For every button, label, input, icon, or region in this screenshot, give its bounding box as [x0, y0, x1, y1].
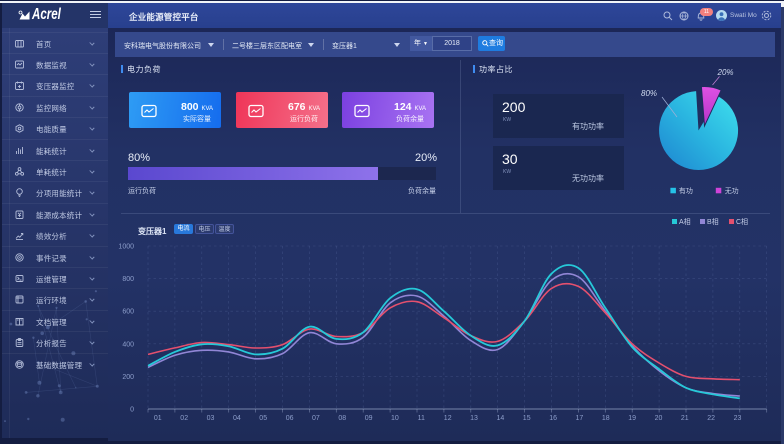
- svg-text:12: 12: [444, 415, 452, 422]
- svg-text:600: 600: [122, 309, 134, 316]
- svg-text:200: 200: [122, 374, 134, 381]
- svg-text:01: 01: [154, 415, 162, 422]
- svg-text:03: 03: [207, 415, 215, 422]
- svg-text:06: 06: [286, 415, 294, 422]
- svg-text:80%: 80%: [641, 89, 657, 98]
- svg-text:0: 0: [130, 407, 134, 414]
- svg-text:15: 15: [523, 415, 531, 422]
- svg-text:02: 02: [180, 415, 188, 422]
- svg-text:08: 08: [338, 415, 346, 422]
- svg-text:20: 20: [655, 415, 663, 422]
- svg-text:11: 11: [418, 415, 425, 422]
- svg-text:09: 09: [365, 415, 373, 422]
- svg-text:07: 07: [312, 415, 320, 422]
- svg-text:有功: 有功: [679, 186, 693, 195]
- svg-text:04: 04: [233, 415, 241, 422]
- svg-text:10: 10: [391, 415, 399, 422]
- svg-text:16: 16: [549, 415, 557, 422]
- svg-text:13: 13: [470, 415, 478, 422]
- svg-text:1000: 1000: [118, 244, 134, 251]
- svg-text:05: 05: [259, 415, 267, 422]
- svg-text:无功: 无功: [725, 186, 739, 195]
- svg-text:800: 800: [122, 276, 134, 283]
- svg-text:18: 18: [602, 415, 610, 422]
- svg-text:23: 23: [734, 415, 742, 422]
- svg-text:22: 22: [707, 415, 715, 422]
- svg-text:20%: 20%: [717, 68, 734, 77]
- svg-text:19: 19: [628, 415, 636, 422]
- svg-text:400: 400: [122, 341, 134, 348]
- svg-text:21: 21: [681, 415, 689, 422]
- svg-text:14: 14: [497, 415, 505, 422]
- svg-text:17: 17: [576, 415, 584, 422]
